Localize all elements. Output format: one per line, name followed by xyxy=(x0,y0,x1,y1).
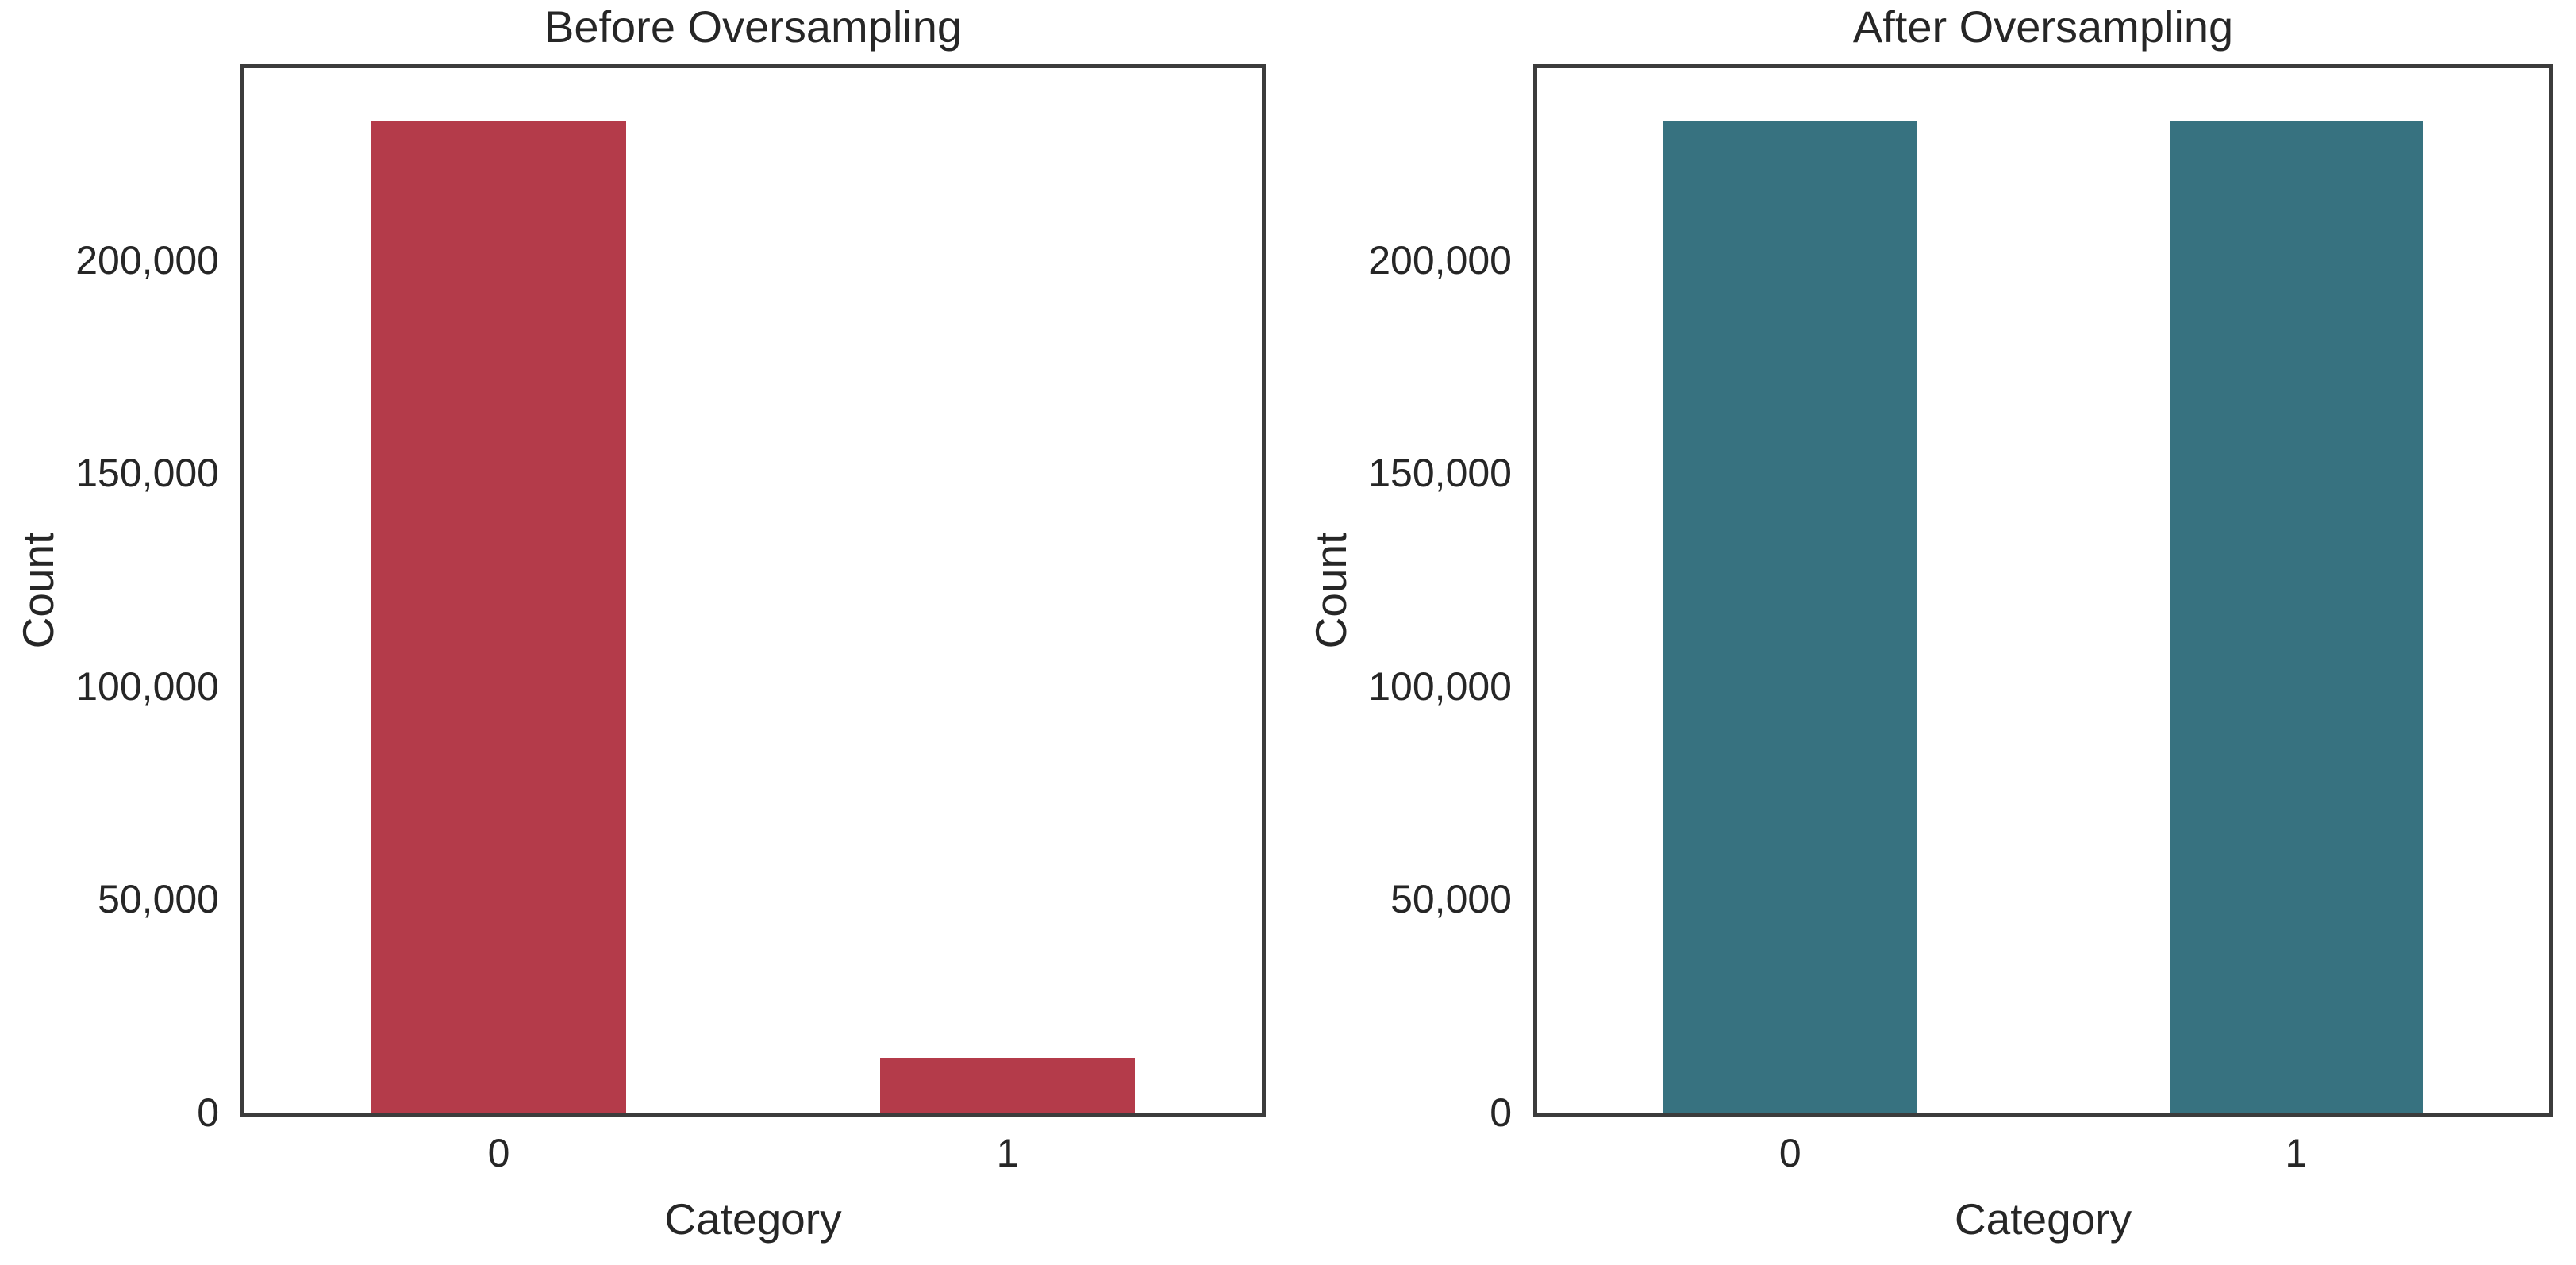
x-tick-label: 1 xyxy=(996,1131,1019,1175)
x-tick-label: 0 xyxy=(487,1131,510,1175)
bar-category-0 xyxy=(371,120,626,1113)
bar-category-1 xyxy=(880,1058,1135,1113)
chart-title: Before Oversampling xyxy=(544,2,962,52)
y-tick-label: 0 xyxy=(1490,1090,1512,1135)
x-axis-label: Category xyxy=(1954,1194,2132,1244)
y-axis-label: Count xyxy=(1306,532,1355,649)
y-tick-label: 0 xyxy=(197,1090,219,1135)
y-tick-label: 200,000 xyxy=(75,237,219,283)
x-tick-label: 1 xyxy=(2285,1131,2308,1175)
y-tick-label: 50,000 xyxy=(1390,877,1512,922)
y-tick-label: 100,000 xyxy=(1368,663,1512,709)
y-tick-label: 200,000 xyxy=(1368,237,1512,283)
y-tick-label: 100,000 xyxy=(75,663,219,709)
y-tick-label: 50,000 xyxy=(98,877,219,922)
y-axis-label: Count xyxy=(13,532,63,649)
plot-area-after-oversampling: After Oversampling Count Category 0 50,0… xyxy=(1306,3,2553,1244)
x-axis-label: Category xyxy=(664,1194,842,1244)
y-tick-label: 150,000 xyxy=(75,451,219,496)
x-tick-label: 0 xyxy=(1778,1131,1801,1175)
bar-category-1 xyxy=(2169,120,2423,1113)
chart-title: After Oversampling xyxy=(1852,2,2234,52)
plot-area-before-oversampling: Before Oversampling Count Category 0 50,… xyxy=(13,3,1266,1244)
y-tick-label: 150,000 xyxy=(1368,451,1512,496)
bar-category-0 xyxy=(1663,120,1917,1113)
